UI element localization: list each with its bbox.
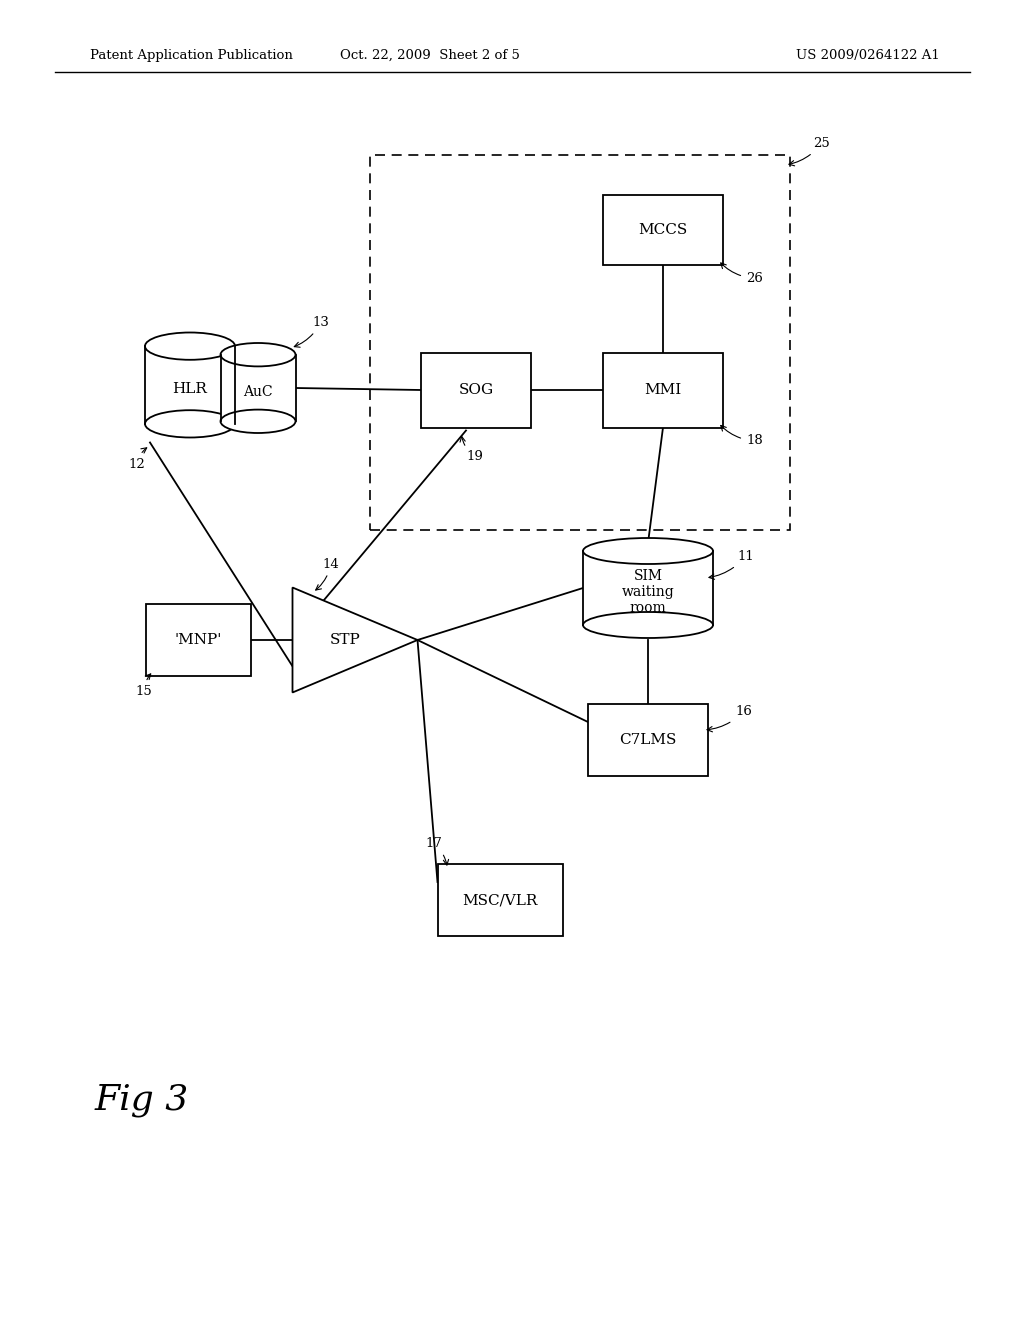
- Text: HLR: HLR: [173, 381, 208, 396]
- Text: MMI: MMI: [644, 383, 682, 397]
- Text: C7LMS: C7LMS: [620, 733, 677, 747]
- Text: 14: 14: [315, 557, 339, 590]
- Text: 'MNP': 'MNP': [174, 634, 221, 647]
- Text: STP: STP: [330, 634, 360, 647]
- Text: 13: 13: [294, 315, 330, 347]
- Text: 12: 12: [128, 447, 146, 470]
- Text: Patent Application Publication: Patent Application Publication: [90, 49, 293, 62]
- Text: MCCS: MCCS: [638, 223, 688, 238]
- Text: Fig 3: Fig 3: [95, 1082, 189, 1117]
- Ellipse shape: [145, 333, 234, 360]
- Ellipse shape: [220, 409, 296, 433]
- Text: 11: 11: [709, 550, 754, 579]
- Text: 16: 16: [707, 705, 752, 731]
- Text: 19: 19: [460, 437, 483, 463]
- Text: Oct. 22, 2009  Sheet 2 of 5: Oct. 22, 2009 Sheet 2 of 5: [340, 49, 520, 62]
- Ellipse shape: [220, 343, 296, 367]
- Text: AuC: AuC: [243, 384, 272, 399]
- Text: 17: 17: [426, 837, 449, 865]
- Polygon shape: [293, 587, 418, 693]
- Ellipse shape: [583, 539, 713, 564]
- Bar: [220, 355, 296, 421]
- Bar: [421, 352, 531, 428]
- Text: 25: 25: [788, 137, 829, 166]
- Bar: [583, 550, 713, 624]
- Ellipse shape: [145, 411, 234, 437]
- Text: 18: 18: [721, 425, 763, 447]
- Bar: [603, 352, 723, 428]
- Ellipse shape: [583, 612, 713, 638]
- Text: 15: 15: [135, 675, 153, 698]
- Bar: [145, 605, 251, 676]
- Bar: [437, 865, 562, 936]
- Text: MSC/VLR: MSC/VLR: [462, 894, 538, 907]
- Bar: [603, 195, 723, 265]
- Text: US 2009/0264122 A1: US 2009/0264122 A1: [797, 49, 940, 62]
- Bar: [145, 346, 234, 424]
- Text: 26: 26: [721, 263, 763, 285]
- Text: SIM
waiting
room: SIM waiting room: [622, 569, 675, 615]
- Text: SOG: SOG: [459, 383, 494, 397]
- Bar: [588, 704, 708, 776]
- Bar: [370, 154, 790, 531]
